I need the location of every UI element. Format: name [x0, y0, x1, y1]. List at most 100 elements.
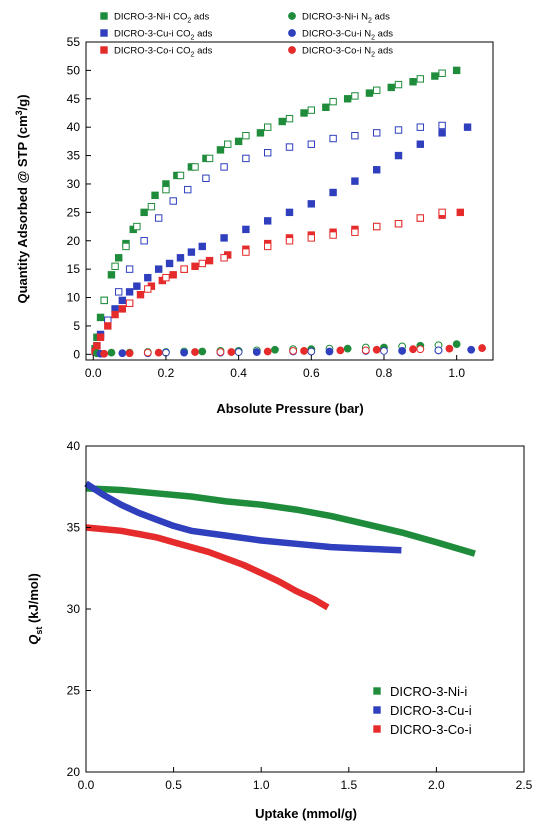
qst-legend-marker — [373, 687, 381, 695]
isotherm-point — [242, 248, 250, 256]
qst-legend: DICRO-3-Ni-i DICRO-3-Cu-i DICRO-3-Co-i — [373, 684, 472, 737]
isotherm-point — [147, 202, 156, 211]
isotherm-point — [445, 344, 454, 353]
isotherm-point — [220, 163, 228, 171]
isotherm-plot-frame — [85, 41, 494, 361]
qst-legend-label: DICRO-3-Co-i — [390, 722, 472, 737]
isotherm-point — [104, 322, 112, 330]
isotherm-point — [361, 346, 370, 355]
isotherm-point — [351, 92, 359, 100]
isotherm-point — [467, 345, 476, 354]
isotherm-legend-marker — [288, 12, 296, 20]
isotherm-point — [169, 197, 177, 205]
isotherm-point — [133, 282, 141, 290]
qst-x-tick-label: 0.5 — [165, 778, 182, 792]
isotherm-y-tick-label: 30 — [67, 177, 81, 191]
qst-y-tick-label: 20 — [67, 765, 81, 779]
isotherm-point — [373, 86, 381, 94]
isotherm-point — [409, 345, 417, 354]
qst-x-tick-label: 1.0 — [253, 778, 270, 792]
isotherm-point — [431, 72, 439, 80]
isotherm-point — [285, 143, 294, 151]
isotherm-point — [416, 75, 425, 83]
qst-legend-label: DICRO-3-Ni-i — [390, 684, 467, 699]
isotherm-point — [329, 188, 337, 197]
isotherm-y-tick-label: 55 — [67, 35, 81, 49]
isotherm-y-tick-label: 50 — [67, 63, 81, 77]
isotherm-point — [198, 242, 206, 251]
isotherm-point — [416, 214, 425, 222]
isotherm-point — [115, 288, 123, 296]
isotherm-point — [322, 103, 330, 112]
isotherm-point — [154, 348, 163, 357]
isotherm-point — [416, 345, 425, 354]
isotherm-point — [416, 123, 425, 131]
isotherm-point — [176, 254, 185, 262]
isotherm-point — [216, 348, 225, 356]
isotherm-y-tick-label: 35 — [67, 149, 81, 163]
isotherm-legend-label: DICRO-3-Ni-i N2 ads — [302, 12, 390, 25]
isotherm-x-axis-title: Absolute Pressure (bar) — [216, 401, 363, 416]
isotherm-point — [256, 129, 265, 137]
isotherm-point — [242, 131, 250, 140]
isotherm-markers — [91, 66, 486, 358]
qst-chart: 0.0 0.5 1.0 1.5 2.0 2.5 20 25 30 35 40 DICRO-3-Ni… — [26, 439, 533, 821]
qst-y-axis-title: Qst (kJ/mol) — [26, 573, 44, 645]
isotherm-legend-marker — [100, 12, 108, 20]
qst-y-tick-label: 30 — [67, 602, 81, 616]
isotherm-y-tick-label: 15 — [67, 262, 81, 276]
isotherm-point — [234, 348, 243, 356]
isotherm-point — [205, 256, 214, 265]
isotherm-point — [252, 348, 261, 356]
isotherm-point — [118, 349, 127, 358]
isotherm-point — [409, 78, 417, 86]
isotherm-point — [184, 185, 192, 194]
isotherm-point — [125, 265, 134, 273]
qst-curve-dicro-3-cu-i — [84, 480, 402, 554]
isotherm-point — [394, 126, 403, 134]
isotherm-x-tick-label: 0.4 — [230, 366, 247, 380]
isotherm-point — [100, 349, 109, 358]
isotherm-y-ticks: 0 5 10 15 20 25 30 35 40 45 50 55 — [67, 35, 91, 361]
qst-x-ticks: 0.0 0.5 1.0 1.5 2.0 2.5 — [78, 767, 533, 792]
isotherm-point — [96, 313, 105, 322]
isotherm-point — [162, 348, 170, 357]
isotherm-point — [242, 225, 250, 234]
isotherm-point — [122, 242, 130, 251]
isotherm-point — [307, 106, 316, 114]
isotherm-point — [180, 265, 188, 273]
isotherm-point — [111, 310, 119, 319]
isotherm-point — [456, 208, 464, 217]
isotherm-point — [143, 348, 152, 357]
isotherm-point — [398, 347, 407, 355]
isotherm-point — [107, 271, 116, 279]
isotherm-point — [191, 262, 199, 271]
isotherm-point — [169, 271, 177, 279]
isotherm-point — [263, 242, 272, 251]
qst-x-tick-label: 2.5 — [516, 778, 533, 792]
isotherm-y-tick-label: 20 — [67, 234, 81, 248]
isotherm-point — [394, 220, 403, 228]
isotherm-point — [285, 114, 294, 123]
qst-x-tick-label: 0.0 — [78, 778, 95, 792]
isotherm-legend: DICRO-3-Ni-i CO2 ads DICRO-3-Cu-i CO2 ads… — [100, 12, 393, 59]
qst-legend-marker — [373, 706, 381, 714]
qst-y-tick-label: 35 — [67, 521, 81, 535]
isotherm-point — [452, 66, 461, 75]
isotherm-point — [180, 348, 189, 357]
isotherm-point — [351, 228, 359, 236]
isotherm-point — [216, 146, 225, 154]
isotherm-point — [227, 348, 236, 356]
isotherm-point — [118, 305, 127, 313]
isotherm-point — [416, 140, 425, 148]
isotherm-point — [434, 346, 443, 355]
isotherm-point — [438, 208, 446, 217]
isotherm-legend-marker — [100, 29, 108, 37]
isotherm-point — [263, 217, 272, 225]
qst-curves — [84, 480, 476, 611]
isotherm-point — [202, 174, 210, 182]
isotherm-point — [140, 208, 148, 217]
isotherm-point — [140, 237, 148, 245]
qst-x-axis-title: Uptake (mmol/g) — [255, 806, 357, 821]
isotherm-point — [125, 299, 134, 307]
